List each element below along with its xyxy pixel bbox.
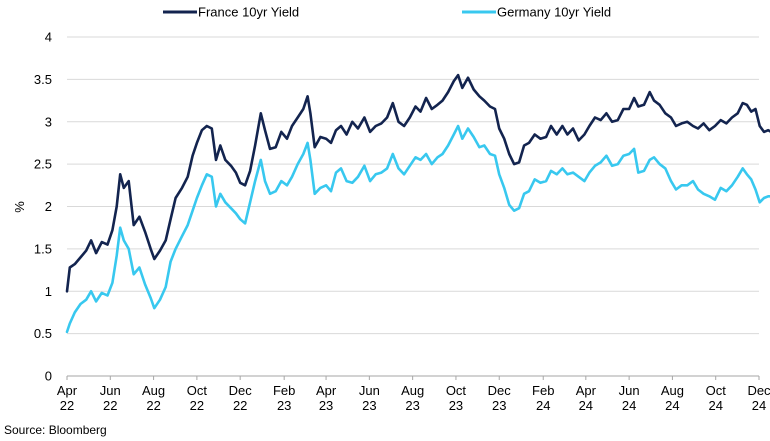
x-tick-label-month: Dec (747, 383, 770, 398)
source-note: Source: Bloomberg (4, 423, 107, 437)
x-tick-label-year: 24 (622, 398, 636, 413)
y-tick-label: 1 (45, 284, 52, 299)
x-tick-label-month: Oct (187, 383, 208, 398)
y-tick-label: 0.5 (34, 326, 52, 341)
x-tick-label-month: Aug (142, 383, 165, 398)
x-tick-label-year: 24 (708, 398, 722, 413)
x-tick-label-month: Feb (273, 383, 295, 398)
x-tick-label-year: 22 (103, 398, 117, 413)
x-tick-label-month: Apr (57, 383, 78, 398)
x-tick-label-month: Apr (576, 383, 597, 398)
x-tick-label-year: 23 (492, 398, 506, 413)
x-tick-label-month: Aug (401, 383, 424, 398)
y-tick-label: 3.5 (34, 72, 52, 87)
y-axis-ticks: 0 0.5 1 1.5 2 2.5 3 3.5 4 (34, 30, 52, 384)
series-line-germany (65, 124, 770, 334)
x-tick-label-year: 23 (319, 398, 333, 413)
x-tick-label-month: Jun (100, 383, 121, 398)
y-tick-label: 1.5 (34, 241, 52, 256)
x-tick-label-year: 23 (277, 398, 291, 413)
x-tick-label-year: 22 (233, 398, 247, 413)
legend-label: France 10yr Yield (198, 5, 299, 20)
x-tick-label-year: 24 (536, 398, 550, 413)
x-tick-label-month: Dec (488, 383, 512, 398)
x-tick-label-year: 22 (146, 398, 160, 413)
chart-legend: France 10yr Yield Germany 10yr Yield (163, 5, 611, 20)
x-tick-label-year: 23 (405, 398, 419, 413)
x-tick-label-year: 24 (752, 398, 766, 413)
x-tick-label-year: 22 (190, 398, 204, 413)
chart-gridlines (67, 36, 759, 377)
x-tick-label-month: Oct (446, 383, 467, 398)
x-tick-label-year: 23 (449, 398, 463, 413)
x-tick-label-month: Oct (706, 383, 727, 398)
x-tick-label-month: Jun (359, 383, 380, 398)
x-tick-label-month: Feb (532, 383, 554, 398)
x-tick-label-year: 24 (579, 398, 593, 413)
y-tick-label: 3 (45, 114, 52, 129)
series-line-france (65, 73, 770, 293)
legend-label: Germany 10yr Yield (497, 5, 611, 20)
x-tick-label-year: 22 (60, 398, 74, 413)
x-tick-label-year: 24 (665, 398, 679, 413)
x-tick-label-month: Jun (619, 383, 640, 398)
y-tick-label: 0 (45, 369, 52, 384)
x-tick-label-year: 23 (362, 398, 376, 413)
y-tick-label: 4 (45, 30, 52, 45)
x-tick-label-month: Aug (661, 383, 684, 398)
x-axis: Apr22Jun22Aug22Oct22Dec22Feb23Apr23Jun23… (57, 375, 770, 413)
x-tick-label-month: Dec (229, 383, 253, 398)
y-axis-label: % (12, 201, 27, 213)
chart-series (65, 73, 770, 334)
x-tick-label-month: Apr (316, 383, 337, 398)
y-tick-label: 2.5 (34, 157, 52, 172)
y-tick-label: 2 (45, 199, 52, 214)
